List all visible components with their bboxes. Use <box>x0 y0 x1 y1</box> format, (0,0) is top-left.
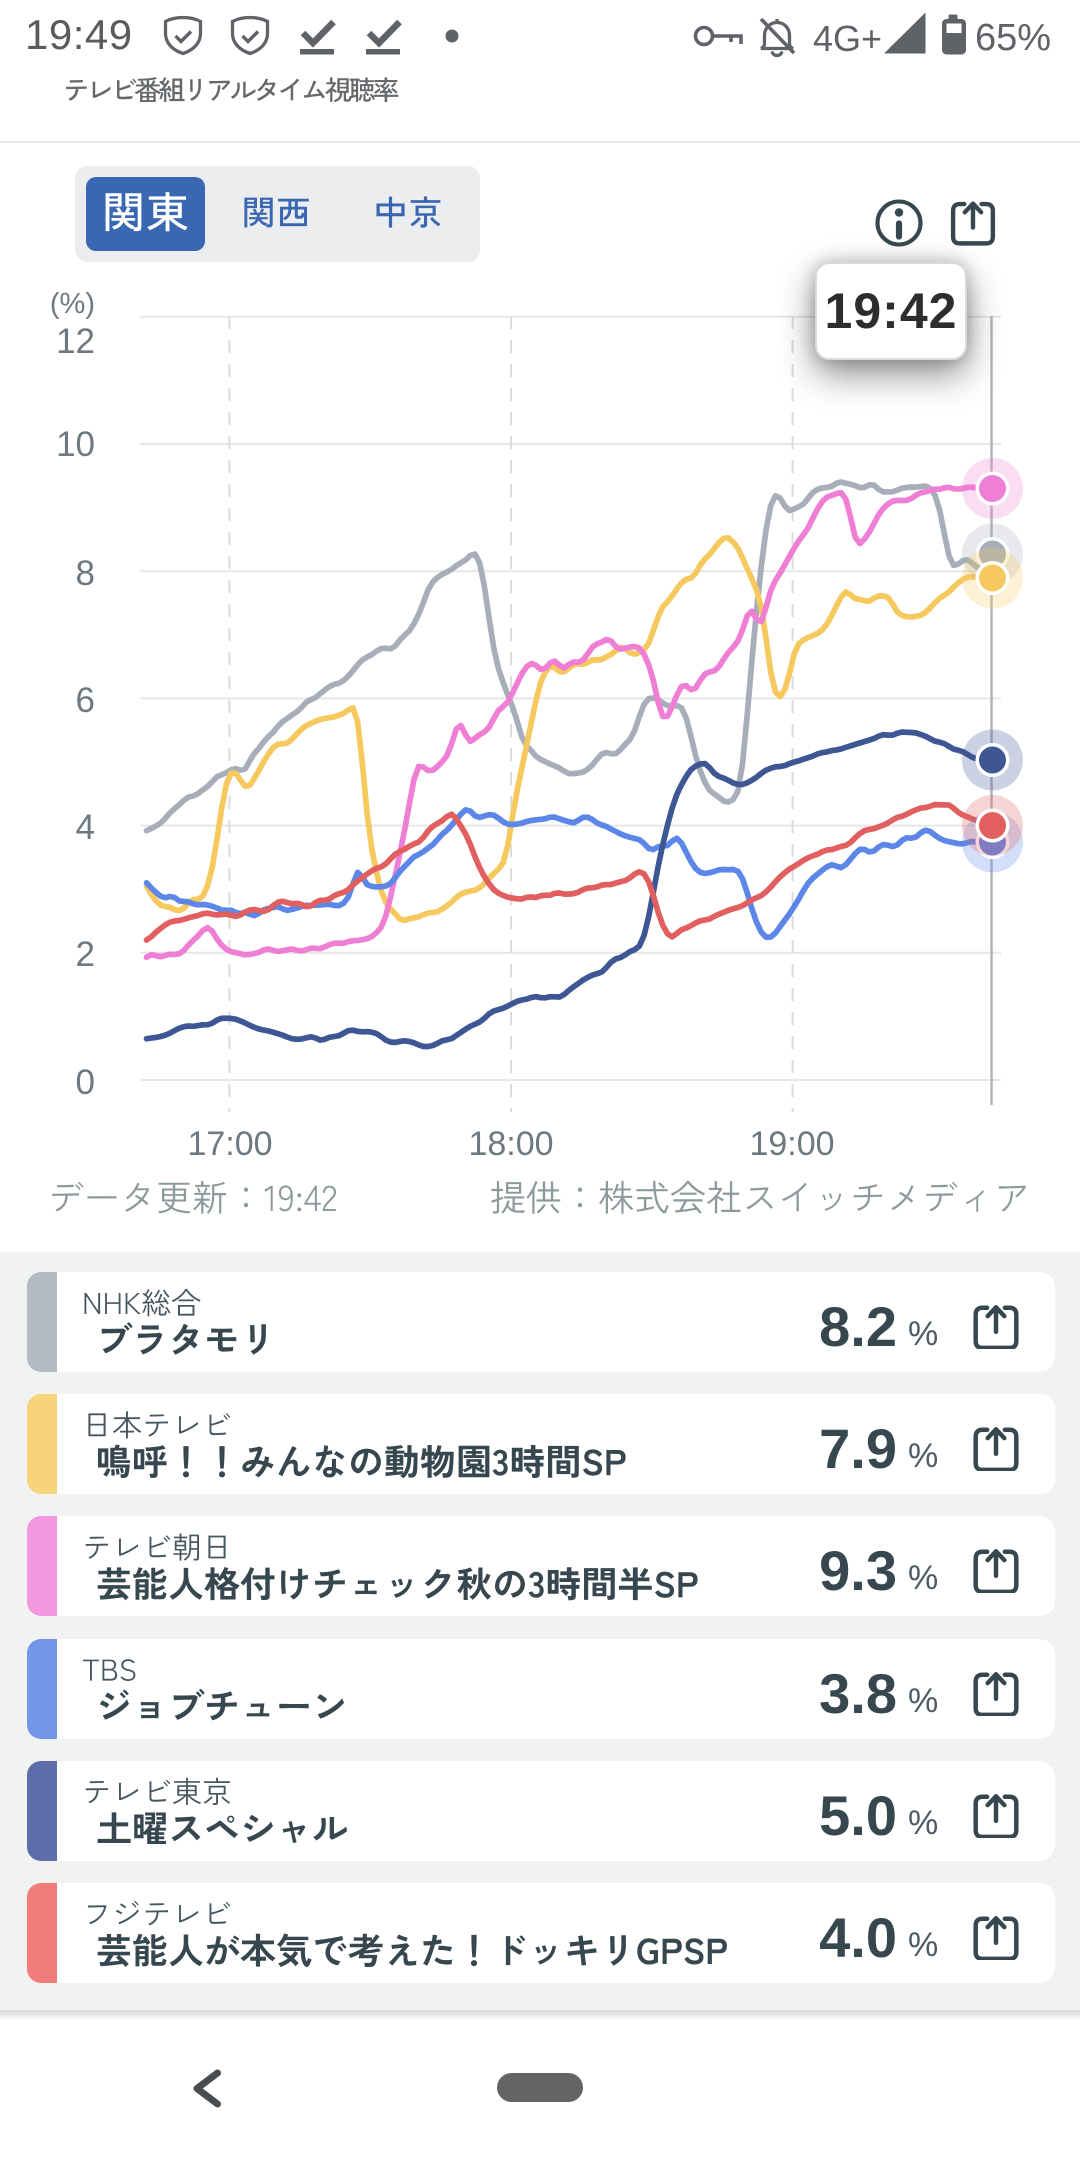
svg-text:2: 2 <box>76 935 95 974</box>
svg-text:(%): (%) <box>50 288 95 320</box>
svg-text:18:00: 18:00 <box>468 1125 553 1163</box>
svg-text:17:00: 17:00 <box>187 1125 272 1163</box>
svg-text:12: 12 <box>56 322 95 361</box>
svg-text:10: 10 <box>56 425 95 464</box>
svg-text:8: 8 <box>76 554 95 593</box>
svg-text:0: 0 <box>76 1063 95 1102</box>
svg-text:19:00: 19:00 <box>749 1125 834 1163</box>
svg-text:4: 4 <box>76 808 95 847</box>
svg-text:6: 6 <box>76 681 95 720</box>
